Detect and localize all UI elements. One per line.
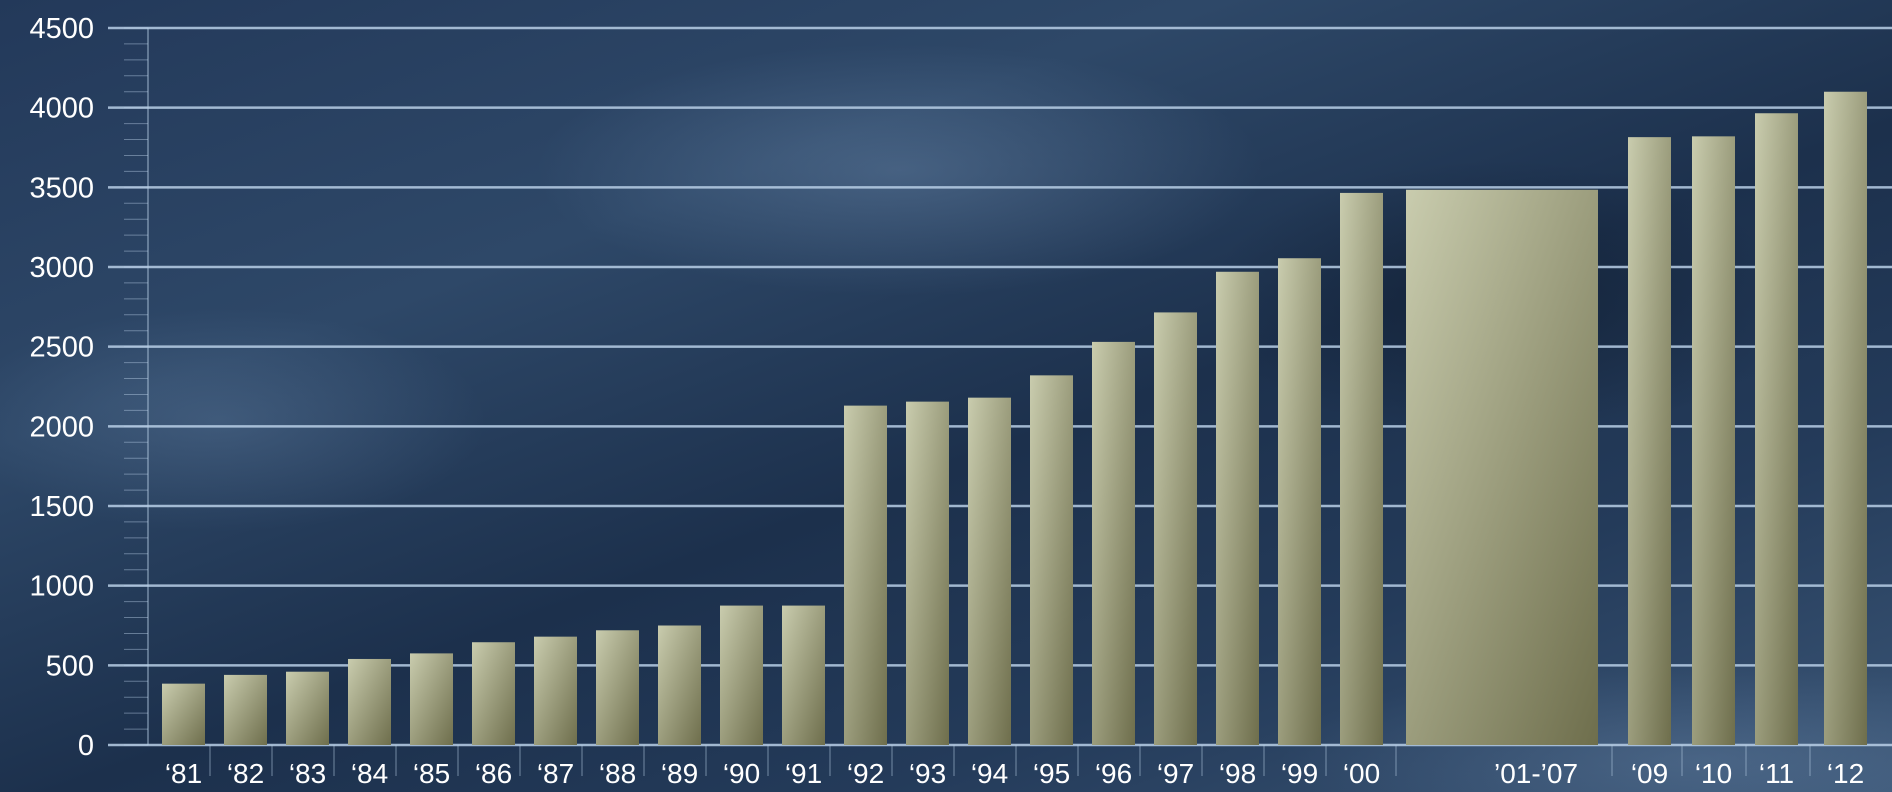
y-tick-label: 1000	[29, 571, 94, 603]
x-tick-label: ‘99	[1281, 758, 1318, 789]
x-tick-label: ‘94	[971, 758, 1008, 789]
bar	[844, 405, 887, 745]
x-tick-label: ’01-’07	[1494, 758, 1578, 789]
x-tick-label: ‘84	[351, 758, 388, 789]
x-tick-label: ‘10	[1695, 758, 1732, 789]
y-tick-label: 3500	[29, 172, 94, 204]
bar	[1030, 375, 1073, 745]
x-tick-label: ‘95	[1033, 758, 1070, 789]
x-tick-label: ‘00	[1343, 758, 1380, 789]
x-tick-label: ‘92	[847, 758, 884, 789]
bar	[1628, 137, 1671, 746]
x-tick-label: ‘86	[475, 758, 512, 789]
y-tick-label: 4500	[29, 13, 94, 45]
x-tick-label: ‘93	[909, 758, 946, 789]
bar	[410, 653, 453, 745]
x-tick-label: ‘82	[227, 758, 264, 789]
x-tick-label: ‘11	[1759, 758, 1794, 789]
y-tick-label: 0	[78, 730, 94, 762]
x-tick-label: ‘83	[289, 758, 326, 789]
y-tick-label: 2500	[29, 332, 94, 364]
y-tick-label: 4000	[29, 93, 94, 125]
bar	[1154, 312, 1197, 745]
bar	[1692, 136, 1735, 745]
x-tick-label: ‘81	[165, 758, 202, 789]
y-tick-label: 1500	[29, 491, 94, 523]
x-tick-label: ‘96	[1095, 758, 1132, 789]
x-tick-label: ‘90	[723, 758, 760, 789]
bar	[1824, 91, 1867, 745]
bar	[968, 397, 1011, 745]
bar	[348, 658, 391, 745]
x-tick-label: ‘85	[413, 758, 450, 789]
x-tick-label: ‘09	[1631, 758, 1668, 789]
x-tick-label: ‘98	[1219, 758, 1256, 789]
x-tick-labels: ‘81 ‘82 ‘83 ‘84 ‘85 ‘86 ‘87 ‘88 ‘89 ‘90 ‘91 ‘92 ‘93 ‘…	[165, 758, 1864, 789]
bar	[906, 401, 949, 745]
bar	[596, 630, 639, 745]
bar	[1216, 271, 1259, 745]
bar	[1278, 258, 1321, 745]
y-tick-labels: 0 500 1000 1500 2000 2500 3000 3500 4000 4500	[29, 13, 94, 762]
bar	[1092, 341, 1135, 745]
x-tick-label: ‘12	[1827, 758, 1864, 789]
bar	[224, 674, 267, 745]
x-tick-label: ‘87	[537, 758, 574, 789]
bar	[720, 605, 763, 745]
x-tick-label: ‘88	[599, 758, 636, 789]
y-tick-label: 500	[46, 650, 94, 682]
bar	[1755, 113, 1798, 745]
bars	[162, 91, 1867, 746]
bar	[534, 636, 577, 745]
y-tick-label: 2000	[29, 411, 94, 443]
bar	[782, 605, 825, 745]
x-tick-label: ‘89	[661, 758, 698, 789]
x-tick-label: ‘91	[785, 758, 822, 789]
bar	[1406, 189, 1598, 745]
y-axis	[124, 27, 1811, 776]
bar	[658, 625, 701, 745]
bar	[472, 642, 515, 745]
bar	[162, 683, 205, 745]
x-tick-label: ‘97	[1157, 758, 1194, 789]
bar	[286, 671, 329, 745]
y-tick-label: 3000	[29, 252, 94, 284]
bar	[1340, 192, 1383, 745]
